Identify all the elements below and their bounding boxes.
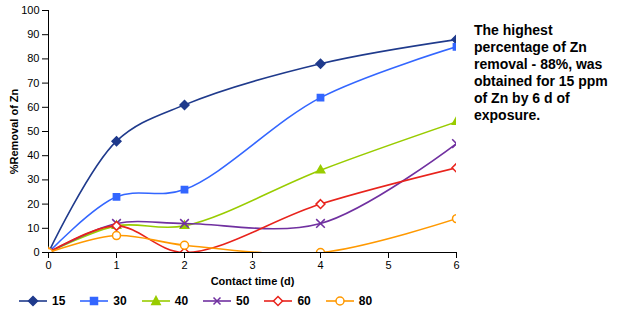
svg-text:%Removal of Zn: %Removal of Zn <box>8 88 20 174</box>
svg-text:70: 70 <box>27 77 39 89</box>
svg-text:2: 2 <box>181 259 187 271</box>
svg-text:60: 60 <box>27 101 39 113</box>
svg-text:40: 40 <box>27 149 39 161</box>
html-text:15: 15 <box>52 294 66 308</box>
html-text:80: 80 <box>358 294 373 308</box>
svg-text:3: 3 <box>249 259 255 271</box>
html-text:60: 60 <box>297 294 311 308</box>
svg-text:90: 90 <box>27 28 39 40</box>
svg-text:4: 4 <box>317 259 323 271</box>
html-text:The highest percentage of Zn r: The highest percentage of Zn removal - 8… <box>474 22 608 123</box>
svg-text:0: 0 <box>33 246 39 258</box>
svg-text:100: 100 <box>21 4 39 16</box>
svg-text:6: 6 <box>453 259 459 271</box>
svg-text:20: 20 <box>27 198 39 210</box>
svg-text:5: 5 <box>385 259 391 271</box>
svg-text:10: 10 <box>27 222 39 234</box>
svg-text:50: 50 <box>27 125 39 137</box>
svg-text:80: 80 <box>27 52 39 64</box>
svg-text:30: 30 <box>27 173 39 185</box>
svg-text:1: 1 <box>113 259 119 271</box>
svg-text:Contact time (d): Contact time (d) <box>211 275 295 287</box>
html-text:50: 50 <box>236 294 250 308</box>
html-text:30: 30 <box>113 294 127 308</box>
svg-text:0: 0 <box>45 259 51 271</box>
html-text:40: 40 <box>174 294 189 308</box>
